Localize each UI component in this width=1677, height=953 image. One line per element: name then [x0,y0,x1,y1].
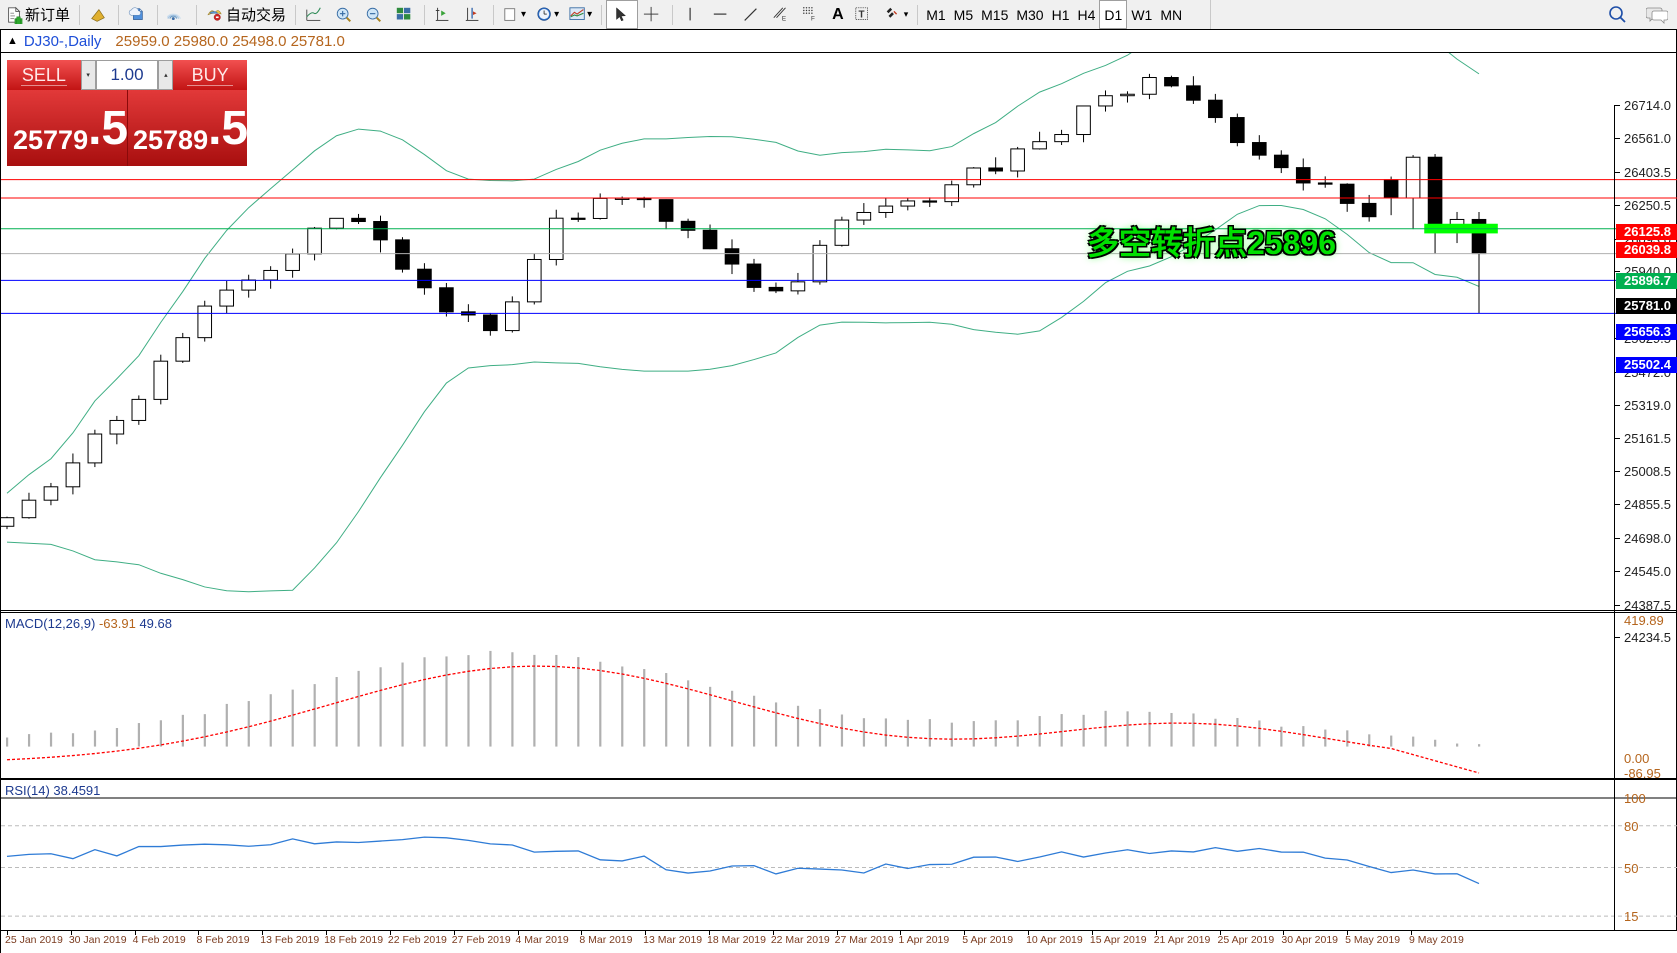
svg-text:E: E [782,15,786,22]
svg-text:F: F [811,15,815,22]
svg-text:T: T [858,9,864,20]
